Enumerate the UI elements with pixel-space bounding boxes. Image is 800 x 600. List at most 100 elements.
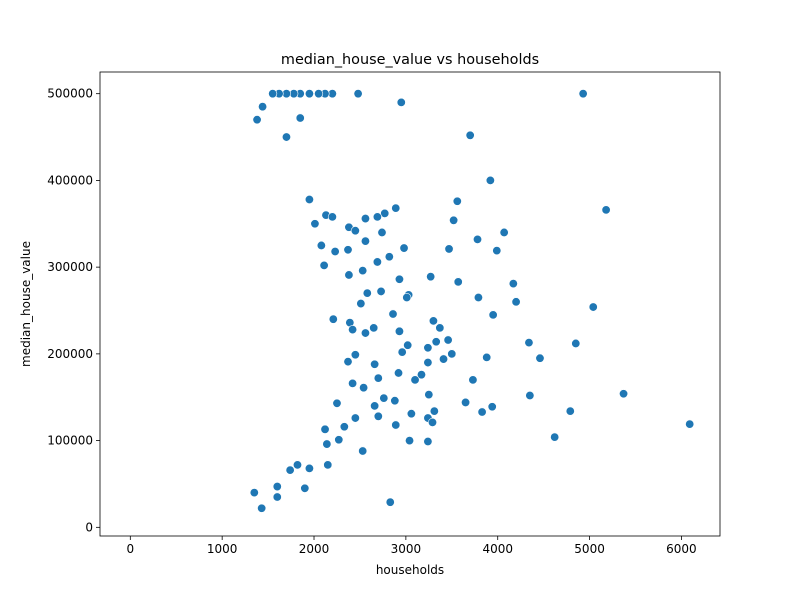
data-point <box>304 194 314 204</box>
data-point <box>348 325 358 335</box>
y-tick-label: 500000 <box>47 87 93 101</box>
data-point <box>320 424 330 434</box>
data-point <box>444 244 454 254</box>
data-point <box>373 373 383 383</box>
data-point <box>258 102 268 112</box>
data-point <box>252 115 262 125</box>
data-point <box>423 436 433 446</box>
data-point <box>394 274 404 284</box>
data-point <box>406 409 416 419</box>
data-point <box>488 310 498 320</box>
data-point <box>362 288 372 298</box>
data-point <box>485 175 495 185</box>
data-point <box>524 338 534 348</box>
data-point <box>402 292 412 302</box>
y-tick-label: 0 <box>85 520 93 534</box>
data-point <box>508 279 518 289</box>
data-point <box>257 503 267 513</box>
data-point <box>376 286 386 296</box>
data-point <box>601 205 611 215</box>
data-point <box>477 407 487 417</box>
data-point <box>399 243 409 253</box>
data-point <box>619 389 629 399</box>
data-point <box>358 266 368 276</box>
data-point <box>482 352 492 362</box>
data-point <box>410 375 420 385</box>
x-tick-label: 4000 <box>482 542 513 556</box>
data-point <box>322 439 332 449</box>
data-point <box>310 219 320 229</box>
data-point <box>272 482 282 492</box>
data-point <box>423 343 433 353</box>
y-tick-label: 200000 <box>47 347 93 361</box>
data-point <box>343 357 353 367</box>
data-point <box>327 212 337 222</box>
data-point <box>473 292 483 302</box>
data-point <box>391 420 401 430</box>
data-point <box>390 396 400 406</box>
data-point <box>292 460 302 470</box>
data-point <box>525 390 535 400</box>
data-point <box>372 257 382 267</box>
data-point <box>249 488 259 498</box>
data-point <box>295 113 305 123</box>
y-axis: 0 100000 200000 300000 400000 500000 <box>47 87 100 534</box>
data-point <box>535 353 545 363</box>
data-point <box>391 203 401 213</box>
data-point <box>350 226 360 236</box>
data-point <box>272 492 282 502</box>
y-tick-label: 400000 <box>47 173 93 187</box>
data-point <box>377 227 387 237</box>
data-point <box>350 350 360 360</box>
data-point <box>281 132 291 142</box>
chart-title: median_house_value vs households <box>281 52 539 68</box>
data-point <box>511 297 521 307</box>
data-point <box>429 406 439 416</box>
points-layer <box>249 89 695 513</box>
data-point <box>449 215 459 225</box>
data-point <box>304 463 314 473</box>
data-point <box>427 417 437 427</box>
data-point <box>319 260 329 270</box>
x-tick-label: 6000 <box>666 542 697 556</box>
data-point <box>323 460 333 470</box>
data-point <box>447 349 457 359</box>
x-tick-label: 3000 <box>391 542 422 556</box>
x-tick-label: 1000 <box>207 542 238 556</box>
data-point <box>344 270 354 280</box>
data-point <box>468 375 478 385</box>
data-point <box>426 272 436 282</box>
plot-area <box>100 72 720 536</box>
data-point <box>439 354 449 364</box>
x-tick-label: 0 <box>126 542 134 556</box>
data-point <box>685 419 695 429</box>
data-point <box>423 358 433 368</box>
data-point <box>370 401 380 411</box>
plot-frame <box>99 71 721 537</box>
data-point <box>388 309 398 319</box>
data-point <box>339 422 349 432</box>
data-point <box>316 240 326 250</box>
data-point <box>428 316 438 326</box>
data-point <box>453 277 463 287</box>
data-point <box>380 208 390 218</box>
data-point <box>424 390 434 400</box>
data-point <box>268 89 278 99</box>
data-point <box>379 393 389 403</box>
data-point <box>358 446 368 456</box>
x-tick-label: 2000 <box>299 542 330 556</box>
x-axis-title: households <box>376 563 444 577</box>
data-point <box>588 302 598 312</box>
data-point <box>397 347 407 357</box>
data-point <box>372 212 382 222</box>
data-point <box>571 338 581 348</box>
data-point <box>465 130 475 140</box>
data-point <box>403 340 413 350</box>
data-point <box>473 234 483 244</box>
data-point <box>328 314 338 324</box>
data-point <box>396 97 406 107</box>
data-point <box>385 497 395 507</box>
data-point <box>443 335 453 345</box>
data-point <box>285 465 295 475</box>
data-point <box>369 323 379 333</box>
